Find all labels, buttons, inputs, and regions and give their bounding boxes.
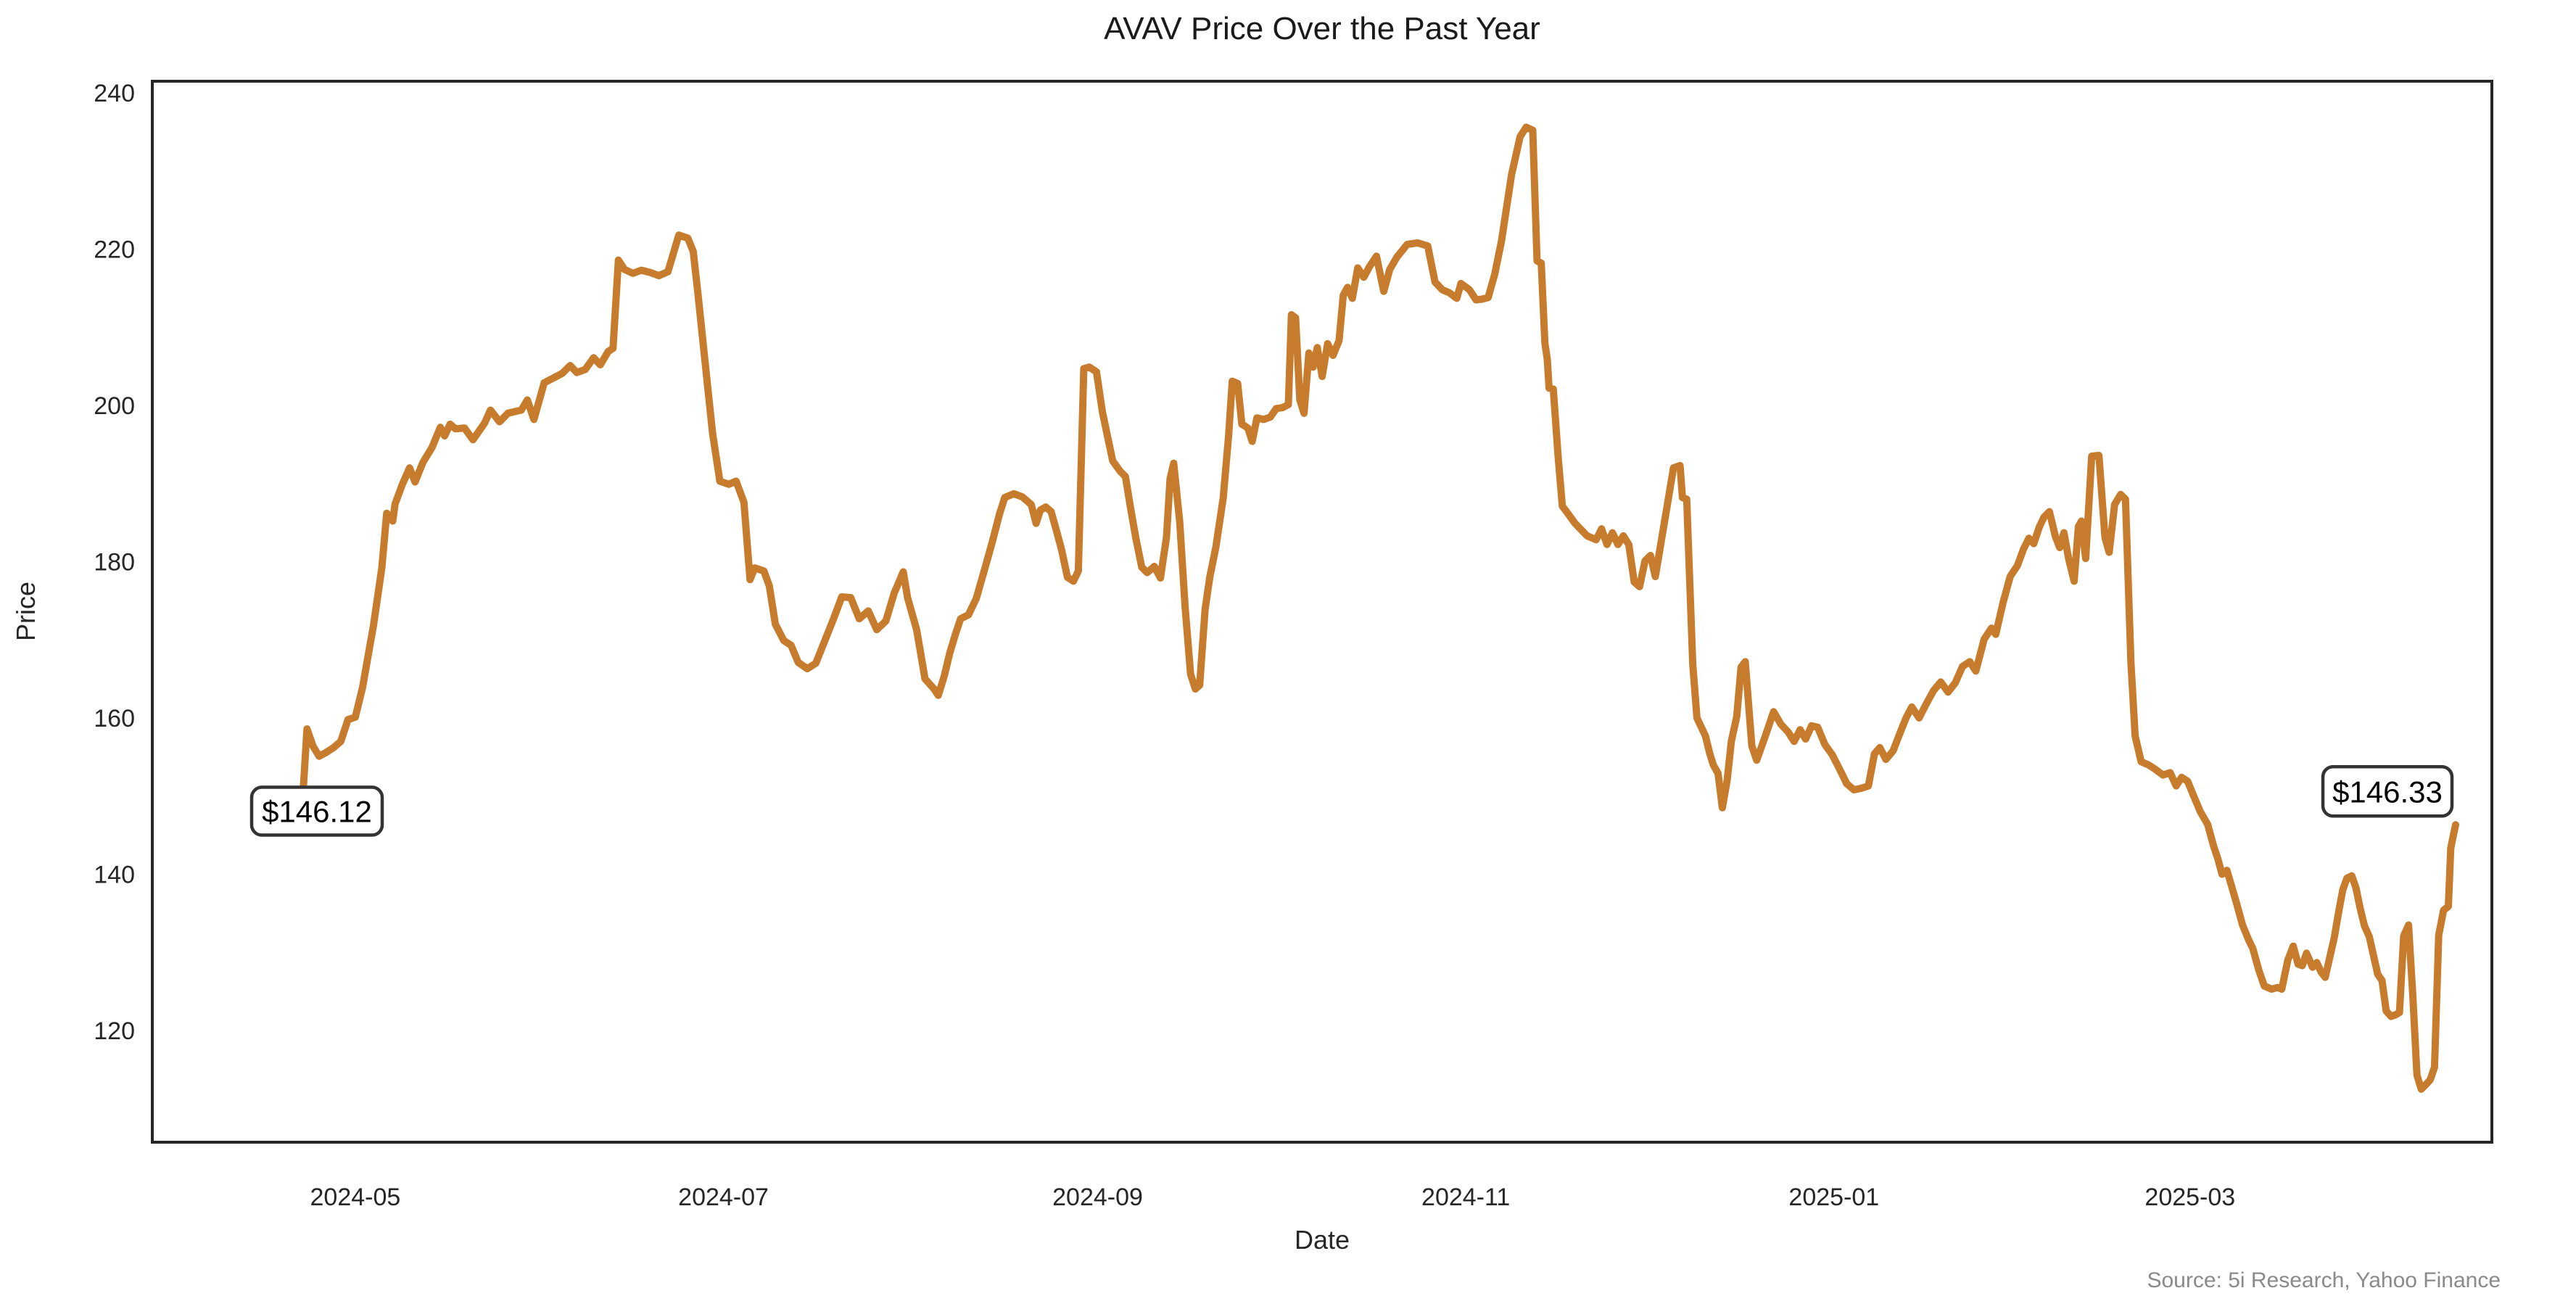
y-tick-label: 220 [94,236,135,264]
chart-title: AVAV Price Over the Past Year [1104,11,1540,46]
start-annotation: $146.12 [249,785,384,837]
y-axis-ticks: 120 140 160 180 200 220 240 [94,80,135,1045]
annotation-box [2321,765,2454,818]
y-axis-label: Price [11,582,41,641]
y-tick-label: 240 [94,80,135,107]
source-credit: Source: 5i Research, Yahoo Finance [2147,1268,2501,1292]
x-tick-label: 2024-07 [678,1184,769,1211]
plot-border [151,80,2493,1144]
y-tick-label: 160 [94,705,135,732]
end-annotation: $146.33 [2321,765,2454,818]
x-tick-label: 2024-09 [1052,1184,1143,1211]
annotation-label: $146.33 [2332,775,2443,809]
y-tick-label: 120 [94,1017,135,1045]
annotation-label: $146.12 [262,795,372,829]
price-line [297,123,2459,1093]
x-tick-label: 2024-05 [310,1184,401,1211]
y-tick-label: 140 [94,862,135,889]
annotations: $146.12 $146.33 [249,765,2454,837]
annotation-box [249,785,384,837]
x-tick-label: 2025-01 [1788,1184,1879,1211]
y-tick-label: 180 [94,549,135,577]
x-axis-ticks: 2024-05 2024-07 2024-09 2024-11 2025-01 2025-… [310,1184,2236,1211]
y-tick-label: 200 [94,392,135,420]
x-tick-label: 2025-03 [2144,1184,2235,1211]
x-tick-label: 2024-11 [1421,1184,1510,1211]
x-axis-label: Date [1295,1225,1350,1255]
